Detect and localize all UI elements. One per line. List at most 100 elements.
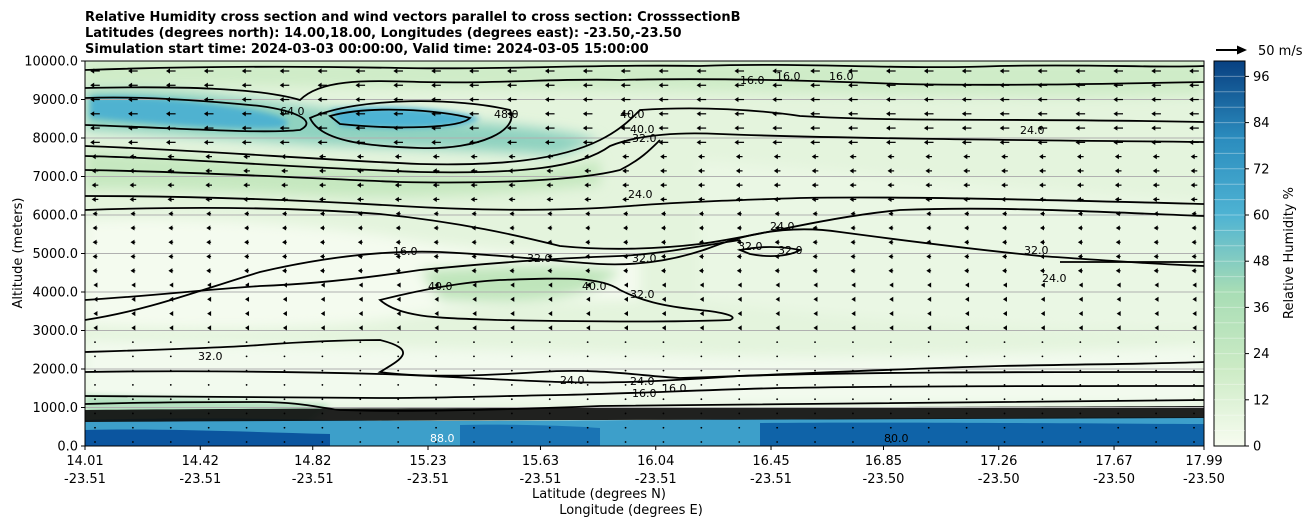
wind-vector	[889, 412, 892, 415]
wind-vector	[319, 268, 325, 274]
wind-vector	[397, 426, 400, 429]
wind-vector	[279, 139, 290, 145]
wind-vector	[245, 310, 250, 317]
wind-vector	[774, 268, 780, 274]
wind-vector	[776, 384, 779, 386]
wind-vector	[434, 282, 439, 288]
wind-vector	[92, 239, 98, 245]
wind-vector	[889, 369, 892, 372]
wind-vector	[696, 139, 707, 145]
wind-vector	[1041, 341, 1044, 344]
wind-vector	[1002, 225, 1007, 231]
wind-vector	[510, 398, 513, 401]
wind-vector	[776, 355, 779, 358]
wind-vector	[963, 168, 970, 174]
wind-vector	[281, 154, 288, 160]
wind-vector	[90, 68, 100, 74]
wind-vector	[359, 441, 362, 443]
wind-vector	[582, 68, 593, 74]
wind-vector	[207, 441, 210, 443]
wind-vector	[1117, 412, 1120, 415]
wind-vector	[359, 341, 362, 344]
wind-vector	[321, 398, 324, 401]
wind-vector	[1154, 296, 1159, 302]
wind-vector	[397, 441, 400, 443]
wind-vector	[1113, 125, 1124, 131]
wind-vector	[586, 426, 589, 429]
wind-vector	[1191, 211, 1197, 217]
wind-vector	[548, 325, 553, 331]
wind-vector	[471, 211, 477, 217]
wind-vector	[1190, 168, 1198, 174]
wind-vector	[128, 111, 138, 117]
y-tick-label: 7000.0	[33, 170, 79, 185]
wind-vector	[1040, 225, 1045, 231]
wind-vector	[586, 310, 591, 317]
wind-vector	[925, 168, 933, 174]
wind-vector	[94, 355, 96, 358]
wind-vector	[241, 111, 252, 117]
wind-vector	[548, 441, 551, 443]
wind-vector	[245, 296, 250, 302]
wind-vector	[282, 296, 287, 302]
wind-vector	[888, 239, 894, 245]
wind-vector	[169, 296, 174, 302]
wind-vector	[814, 441, 816, 443]
colorbar-tick-label: 60	[1253, 209, 1270, 224]
wind-vector	[129, 154, 137, 160]
wind-vector	[738, 412, 741, 415]
wind-vector	[696, 96, 707, 103]
wind-vector	[772, 125, 782, 131]
wind-vector	[776, 398, 779, 401]
wind-vector	[319, 182, 326, 188]
wind-vector	[773, 168, 781, 174]
wind-vector	[128, 139, 138, 145]
wind-vector	[510, 441, 513, 443]
wind-vector	[1154, 282, 1159, 288]
wind-vector	[1151, 125, 1161, 131]
wind-vector	[1117, 369, 1120, 372]
wind-vector	[623, 225, 628, 231]
wind-vector	[737, 296, 742, 302]
wind-vector	[773, 182, 781, 188]
wind-vector	[1003, 384, 1006, 386]
wind-vector	[91, 154, 99, 160]
wind-vector	[620, 111, 631, 117]
wind-vector	[810, 96, 820, 103]
wind-vector	[925, 154, 933, 160]
wind-vector	[130, 211, 136, 217]
wind-vector	[282, 282, 287, 288]
wind-vector	[433, 253, 439, 260]
wind-vector	[435, 384, 437, 386]
wind-vector	[317, 139, 328, 145]
wind-vector	[283, 341, 286, 344]
wind-vector	[510, 412, 513, 415]
wind-vector	[433, 268, 439, 274]
wind-vector	[961, 68, 972, 74]
wind-vector	[244, 239, 249, 245]
wind-vector	[585, 239, 591, 245]
wind-vector	[245, 426, 248, 429]
wind-vector	[774, 225, 780, 231]
wind-vector	[434, 296, 439, 302]
wind-vector	[1151, 111, 1161, 117]
wind-vector	[245, 398, 248, 401]
wind-vector	[814, 355, 816, 358]
wind-vector	[396, 296, 401, 302]
contour-label: 16.0	[632, 387, 657, 400]
wind-vector	[734, 82, 745, 88]
wind-vector	[167, 154, 175, 160]
wind-vector	[963, 182, 970, 188]
contour-label: 16.0	[662, 382, 687, 395]
wind-vector	[397, 355, 400, 358]
wind-vector	[999, 125, 1010, 131]
wind-vector	[735, 196, 743, 203]
wind-vector	[1155, 341, 1158, 344]
wind-vector	[207, 398, 210, 401]
wind-vector	[243, 196, 250, 203]
wind-vector	[245, 384, 248, 386]
wind-vector	[357, 253, 363, 260]
wind-vector	[507, 82, 517, 88]
y-axis-label: Altitude (meters)	[11, 198, 26, 309]
y-tick-label: 10000.0	[24, 55, 78, 70]
